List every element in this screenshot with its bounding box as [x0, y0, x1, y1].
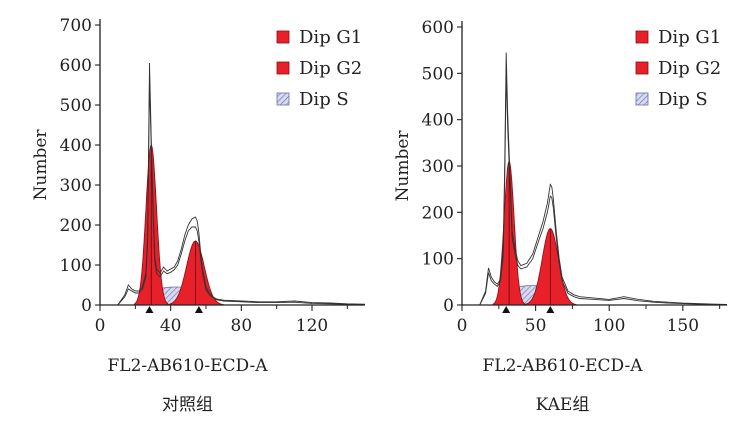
y-tick-label: 0 — [81, 296, 92, 316]
x-tick-label: 0 — [457, 316, 468, 336]
raw-histogram-lower — [462, 73, 728, 306]
plot-area — [100, 62, 366, 306]
y-tick-label: 500 — [422, 64, 454, 84]
legend-label: Dip S — [299, 89, 349, 110]
legend-swatch — [635, 30, 649, 44]
legend-label: Dip G1 — [299, 27, 362, 48]
y-axis-label: Number — [31, 129, 51, 201]
y-tick-label: 200 — [60, 216, 92, 236]
plot-area — [462, 52, 728, 306]
raw-histogram-lower — [100, 80, 366, 306]
legend-swatch — [635, 61, 649, 75]
legend-swatch — [276, 92, 290, 106]
legend-label: Dip S — [658, 89, 708, 110]
y-tick-label: 300 — [422, 157, 454, 177]
group-label: KAE组 — [535, 395, 590, 415]
legend-label: Dip G1 — [658, 27, 721, 48]
x-tick-label: 120 — [296, 316, 328, 336]
legend-swatch — [276, 61, 290, 75]
peak-marker — [145, 306, 154, 313]
x-tick-label: 0 — [95, 316, 106, 336]
x-axis-label: FL2-AB610-ECD-A — [482, 356, 643, 376]
legend-label: Dip G2 — [299, 58, 362, 79]
peak-marker — [546, 306, 555, 313]
peak-marker — [194, 306, 203, 313]
raw-histogram-upper — [100, 62, 366, 306]
legend-swatch — [635, 92, 649, 106]
y-tick-label: 100 — [60, 256, 92, 276]
raw-histogram-upper — [462, 52, 728, 306]
histogram-kae: 0 100 200 300 400 500 600 0 50 100 150 Number Dip G1… — [393, 18, 728, 336]
group-label: 对照组 — [162, 395, 213, 415]
y-axis-label: Number — [393, 130, 413, 202]
y-tick-label: 400 — [422, 111, 454, 131]
x-tick-label: 80 — [231, 316, 253, 336]
histogram-control: 0 100 200 300 400 500 600 700 0 40 80 120 Number Dip … — [31, 16, 366, 336]
x-tick-label: 100 — [593, 316, 625, 336]
y-tick-label: 200 — [422, 203, 454, 223]
legend-label: Dip G2 — [658, 58, 721, 79]
y-tick-label: 0 — [443, 296, 454, 316]
x-tick-label: 40 — [160, 316, 182, 336]
y-tick-label: 400 — [60, 136, 92, 156]
y-tick-label: 500 — [60, 96, 92, 116]
y-tick-label: 100 — [422, 250, 454, 270]
legend-swatch — [276, 30, 290, 44]
chart-panel-kae: 0 100 200 300 400 500 600 0 50 100 150 Number Dip G1… — [375, 0, 750, 422]
chart-panel-control: 0 100 200 300 400 500 600 700 0 40 80 120 Number Dip … — [31, 16, 366, 415]
y-tick-label: 300 — [60, 176, 92, 196]
y-tick-label: 700 — [60, 16, 92, 36]
x-axis-label: FL2-AB610-ECD-A — [107, 356, 268, 376]
y-tick-label: 600 — [422, 18, 454, 38]
y-tick-label: 600 — [60, 56, 92, 76]
x-tick-label: 150 — [667, 316, 699, 336]
x-tick-label: 50 — [525, 316, 547, 336]
peak-marker — [502, 306, 511, 313]
